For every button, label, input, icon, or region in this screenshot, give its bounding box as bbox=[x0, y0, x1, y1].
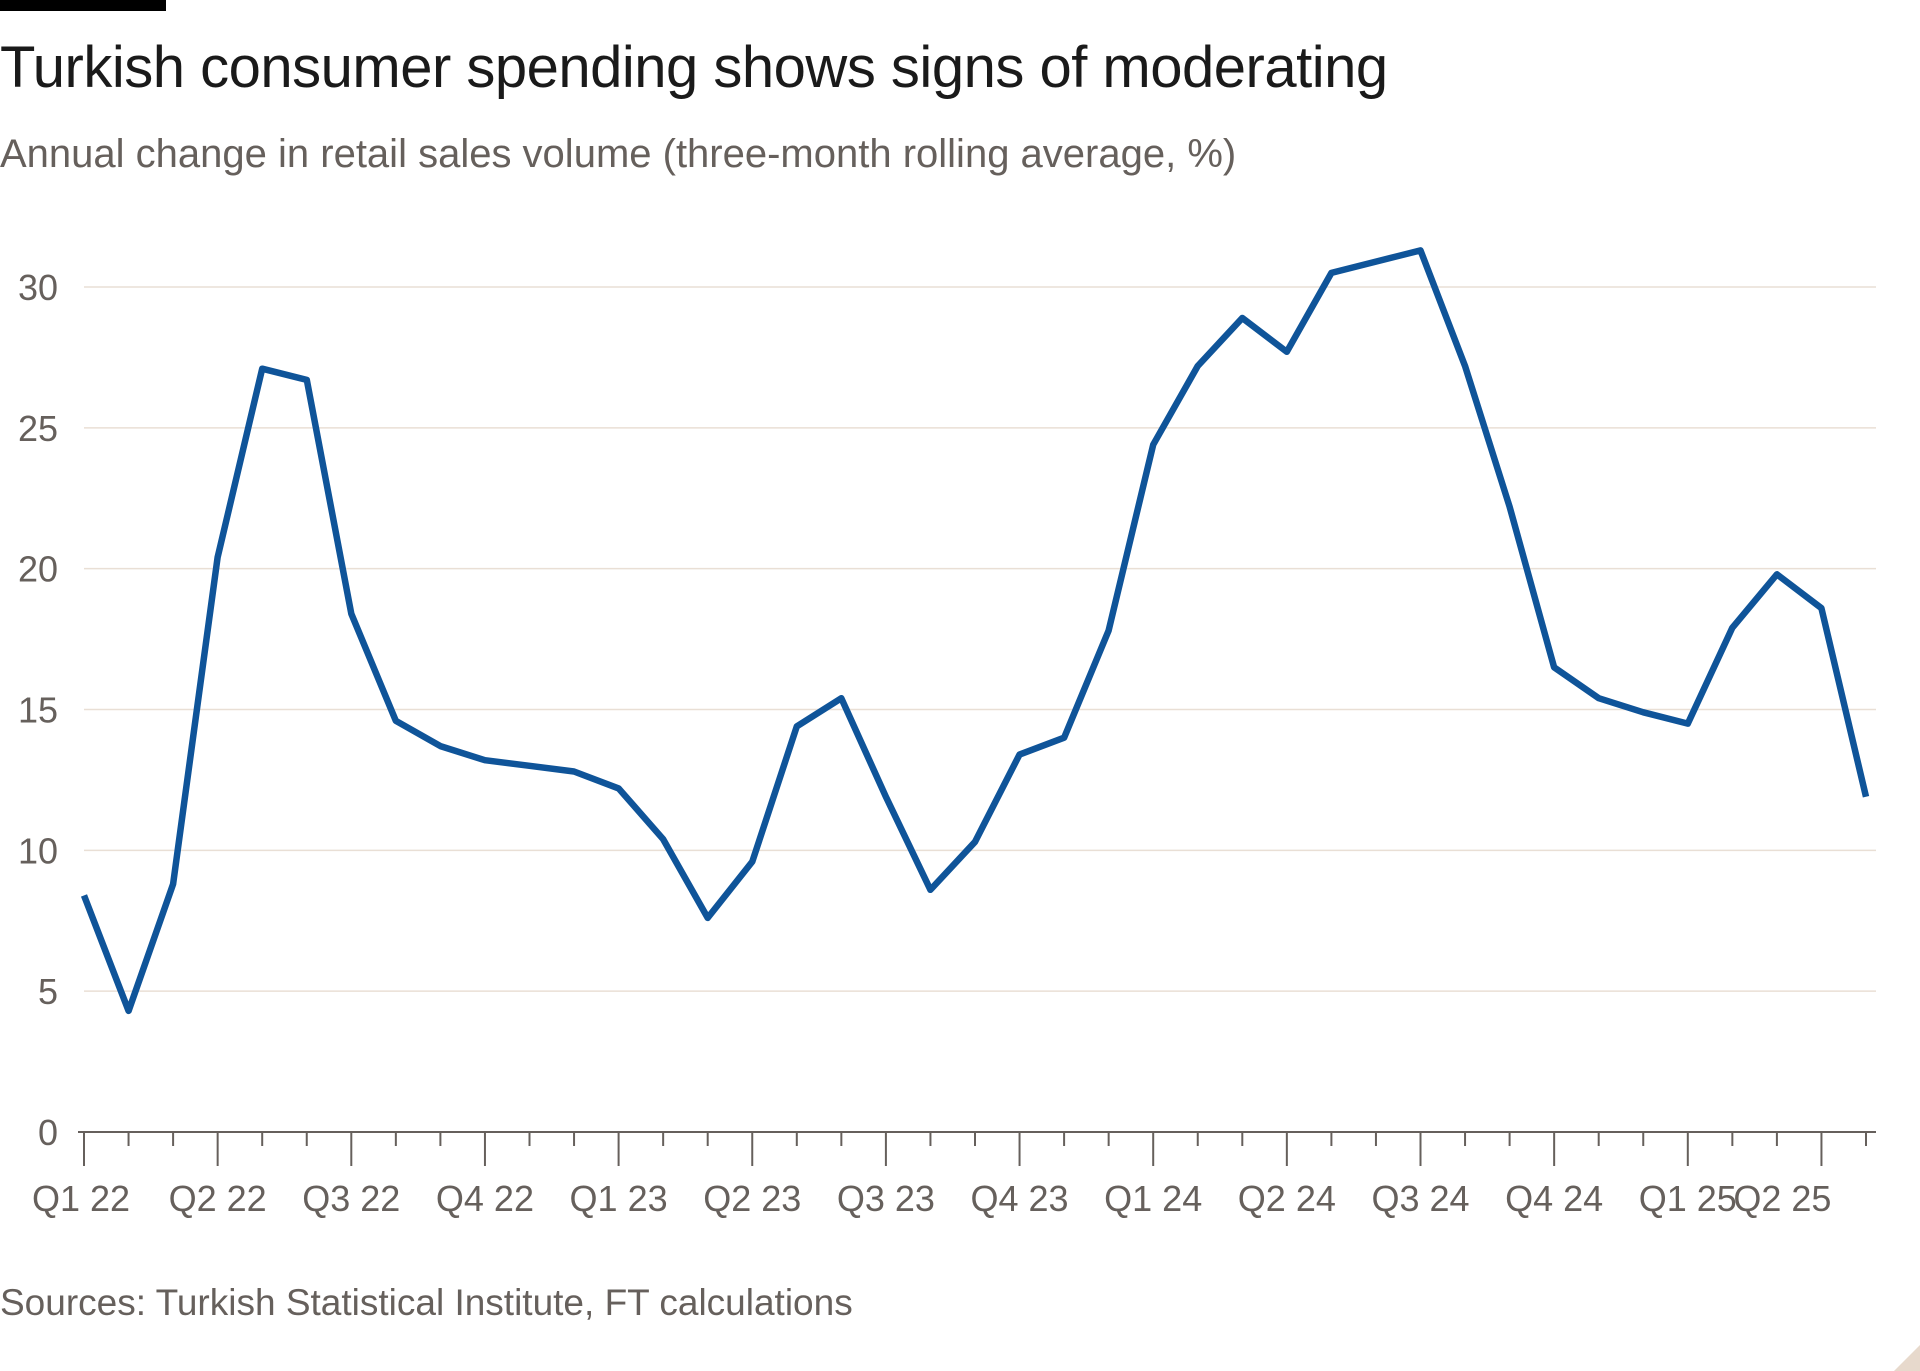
x-tick-label: Q1 22 bbox=[32, 1178, 130, 1219]
top-rule bbox=[0, 0, 166, 11]
y-tick-label: 15 bbox=[18, 690, 58, 731]
chart-title: Turkish consumer spending shows signs of… bbox=[0, 35, 1388, 100]
y-tick-label: 30 bbox=[18, 267, 58, 308]
x-tick-label: Q3 24 bbox=[1371, 1178, 1469, 1219]
grid-layer bbox=[84, 286, 1876, 992]
x-axis bbox=[78, 1131, 1876, 1166]
x-tick-label: Q3 23 bbox=[837, 1178, 935, 1219]
y-tick-label: 25 bbox=[18, 408, 58, 449]
chart-subtitle: Annual change in retail sales volume (th… bbox=[0, 132, 1237, 176]
source-note: Sources: Turkish Statistical Institute, … bbox=[0, 1282, 853, 1323]
series-line bbox=[80, 247, 1870, 1015]
y-tick-label: 5 bbox=[38, 971, 58, 1012]
x-tick-label: Q4 24 bbox=[1505, 1178, 1603, 1219]
x-tick-label: Q2 24 bbox=[1238, 1178, 1336, 1219]
x-tick-label: Q3 22 bbox=[302, 1178, 400, 1219]
x-tick-label: Q1 24 bbox=[1104, 1178, 1202, 1219]
y-tick-label: 20 bbox=[18, 549, 58, 590]
y-tick-label: 0 bbox=[38, 1112, 58, 1153]
y-axis: 0 5 10 15 20 25 30 bbox=[18, 267, 58, 1153]
x-tick-label: Q4 23 bbox=[971, 1178, 1069, 1219]
corner-mark bbox=[1894, 1345, 1920, 1371]
x-tick-label: Q2 22 bbox=[169, 1178, 267, 1219]
y-tick-label: 10 bbox=[18, 830, 58, 871]
x-tick-label: Q2 23 bbox=[703, 1178, 801, 1219]
x-tick-label: Q1 25 bbox=[1639, 1178, 1737, 1219]
x-tick-label: Q4 22 bbox=[436, 1178, 534, 1219]
x-tick-label: Q1 23 bbox=[570, 1178, 668, 1219]
series-layer bbox=[80, 247, 1870, 1015]
x-tick-label: Q2 25 bbox=[1733, 1178, 1831, 1219]
x-tick-labels: Q1 22 Q2 22 Q3 22 Q4 22 Q1 23 Q2 23 Q3 23 Q4 23… bbox=[32, 1178, 1831, 1219]
